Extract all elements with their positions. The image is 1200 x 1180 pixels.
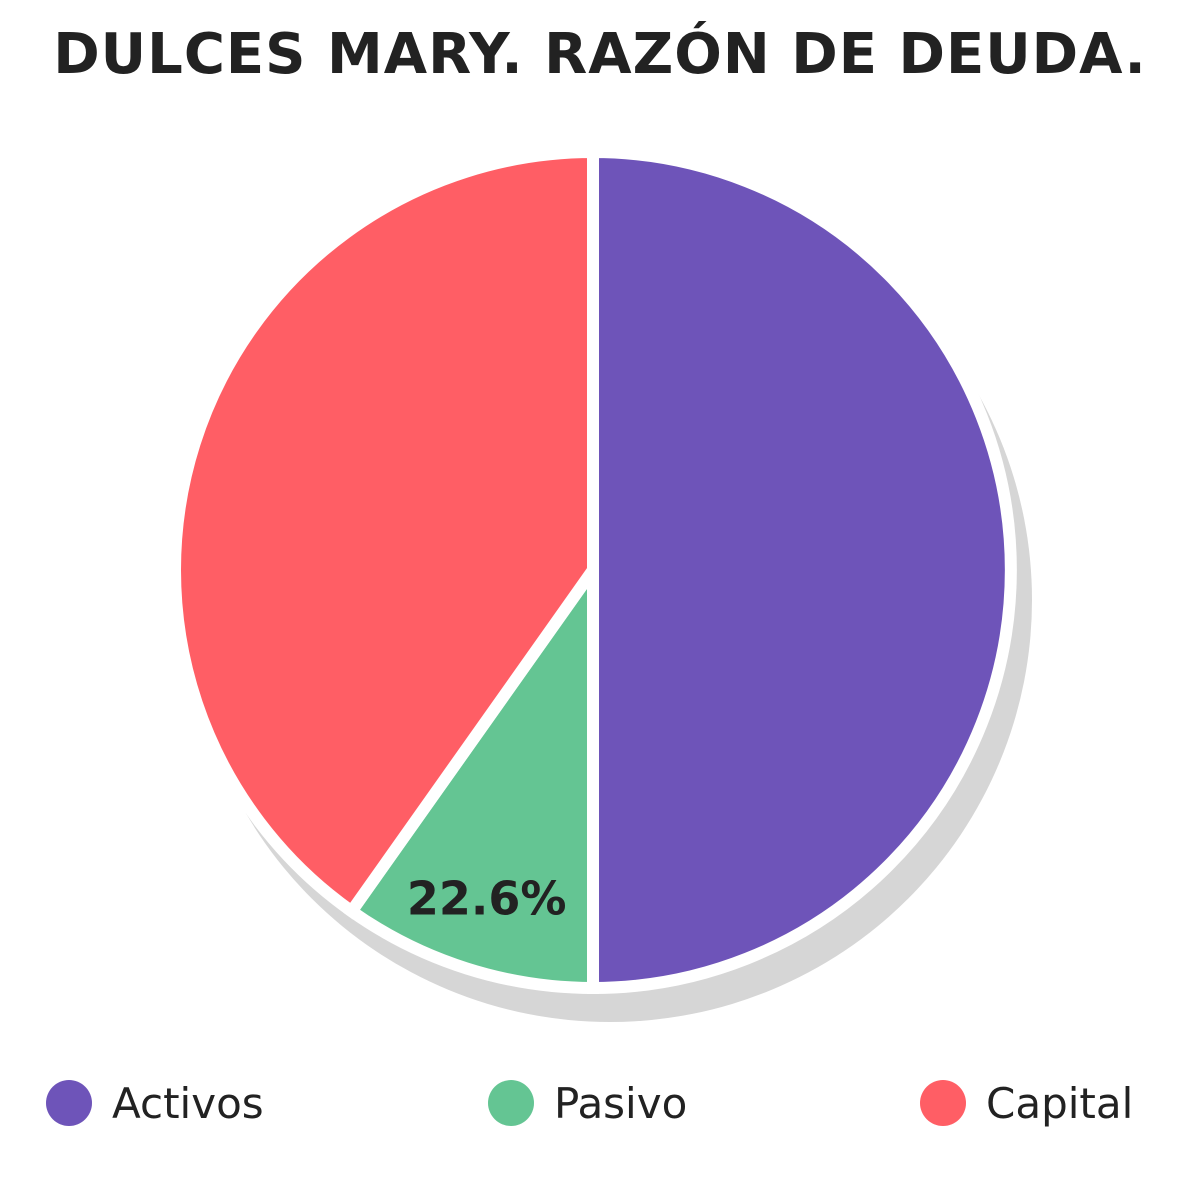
- pie-slice-activos: [587, 145, 1017, 995]
- chart-title: DULCES MARY. RAZÓN DE DEUDA.: [53, 22, 1147, 87]
- legend-label-pasivo: Pasivo: [554, 1078, 688, 1128]
- legend-swatch-activos: [46, 1080, 92, 1126]
- pie-slice-pasivo: [343, 551, 599, 995]
- legend-label-activos: Activos: [112, 1078, 264, 1128]
- legend-label-capital: Capital: [986, 1078, 1134, 1128]
- legend-item-pasivo: Pasivo: [488, 1078, 687, 1128]
- legend-swatch-capital: [920, 1080, 966, 1126]
- data-label-pasivo: 22.6%: [407, 872, 567, 926]
- pie-slice-capital: [169, 145, 599, 920]
- legend-item-capital: Capital: [920, 1078, 1133, 1128]
- legend-item-activos: Activos: [46, 1078, 264, 1128]
- legend-swatch-pasivo: [488, 1080, 534, 1126]
